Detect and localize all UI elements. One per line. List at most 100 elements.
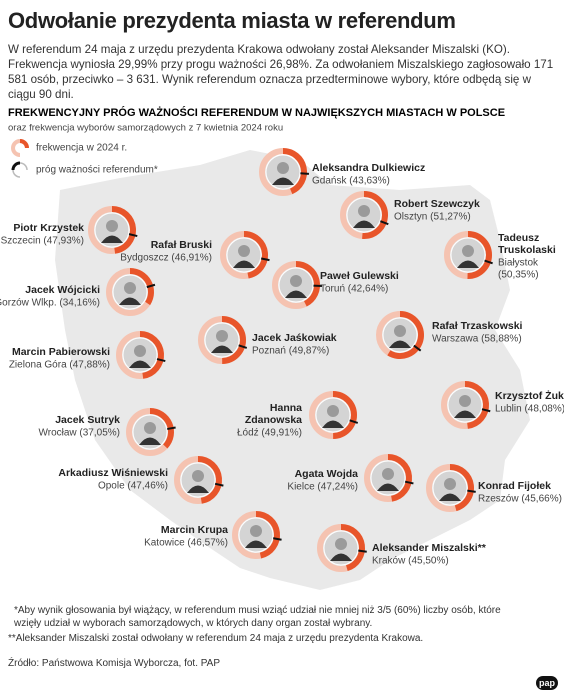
mayor-name: Truskolaski <box>498 244 556 256</box>
mayor-name: Aleksandra Dulkiewicz <box>312 162 425 174</box>
mayor-city: Bydgoszcz (46,91%) <box>120 253 212 264</box>
threshold-mark <box>481 408 491 413</box>
photo-body <box>322 420 344 428</box>
mayor-name: Jacek Wójcicki <box>25 284 100 296</box>
mayor: Jacek Sutryk Wrocław (37,05%) <box>38 408 176 456</box>
mayor-name: Zdanowska <box>245 414 302 426</box>
mayor-city: Gdańsk (43,63%) <box>312 176 390 187</box>
threshold-mark <box>214 482 224 487</box>
threshold-mark <box>466 489 476 493</box>
turnout-arc <box>387 454 412 502</box>
mayor: Marcin Pabierowski Zielona Góra (47,88%) <box>9 331 166 379</box>
mayor-name: Arkadiusz Wiśniewski <box>58 467 168 479</box>
mayor-city: Kraków (45,50%) <box>372 556 449 567</box>
mayor-city: Lublin (48,08%) <box>495 404 564 415</box>
photo-body <box>285 290 307 298</box>
mayor: Agata Wojda Kielce (47,24%) <box>287 454 414 502</box>
mayor-city: Warszawa (58,88%) <box>432 334 522 345</box>
threshold-mark <box>299 172 310 175</box>
photo-body <box>454 410 476 418</box>
footnote: **Aleksander Miszalski został odwołany w… <box>8 633 424 644</box>
turnout-arc <box>221 316 246 364</box>
mayor: Robert Szewczyk Olsztyn (51,27%) <box>340 191 480 239</box>
turnout-arc <box>362 191 388 239</box>
photo-body <box>187 485 209 493</box>
photo-body <box>377 483 399 491</box>
mayor: Aleksandra Dulkiewicz Gdańsk (43,63%) <box>259 148 425 196</box>
mayor: Paweł Gulewski Toruń (42,64%) <box>272 261 399 309</box>
turnout-arc <box>139 331 164 379</box>
photo-head <box>394 325 406 337</box>
mayor-name: Aleksander Miszalski** <box>372 542 487 554</box>
turnout-arc <box>282 148 307 195</box>
threshold-mark <box>272 537 282 541</box>
photo-body <box>119 297 141 305</box>
photo-head <box>358 205 370 217</box>
mayor-city: Rzeszów (45,66%) <box>478 494 562 505</box>
turnout-arc <box>467 231 492 279</box>
threshold-mark <box>156 357 166 363</box>
mayor-city: Zielona Góra (47,88%) <box>9 360 110 371</box>
mayor: Rafał Trzaskowski Warszawa (58,88%) <box>376 311 523 359</box>
photo-head <box>216 330 228 342</box>
photo-head <box>250 525 262 537</box>
photo-body <box>101 235 123 243</box>
turnout-arc <box>197 456 222 504</box>
photo-head <box>290 275 302 287</box>
mayor-city: (50,35%) <box>498 270 539 281</box>
photo-body <box>330 553 352 561</box>
threshold-mark <box>260 257 270 262</box>
mayor: Konrad Fijołek Rzeszów (45,66%) <box>426 464 562 512</box>
mayor-city: Olsztyn (51,27%) <box>394 212 471 223</box>
photo-body <box>439 493 461 501</box>
photo-body <box>139 437 161 445</box>
mayor: Rafał Bruski Bydgoszcz (46,91%) <box>120 231 270 279</box>
map: FREKWENCYJNY PRÓG WAŻNOŚCI REFERENDUM W … <box>0 106 564 590</box>
mayor-name: Rafał Trzaskowski <box>432 320 523 332</box>
photo-head <box>192 470 204 482</box>
turnout-arc <box>332 390 358 439</box>
mayor-city: Kielce (47,24%) <box>287 482 358 493</box>
threshold-mark <box>412 344 422 352</box>
mayor-city: Gorzów Wlkp. (34,16%) <box>0 298 100 309</box>
intro: W referendum 24 maja z urzędu prezydenta… <box>8 43 554 101</box>
turnout-arc <box>449 464 474 512</box>
mayor: Jacek Wójcicki Gorzów Wlkp. (34,16%) <box>0 268 156 316</box>
turnout-arc <box>255 511 280 559</box>
mayor-name: Tadeusz <box>498 232 539 244</box>
mayor-city: Opole (47,46%) <box>98 481 168 492</box>
mayor-name: Agata Wojda <box>295 468 359 480</box>
threshold-mark <box>166 426 176 431</box>
turnout-arc <box>149 408 174 449</box>
photo-head <box>106 220 118 232</box>
mayor-name: Piotr Krzystek <box>13 222 84 234</box>
photo-body <box>353 220 375 228</box>
mayor-name: Jacek Jaśkowiak <box>252 332 337 344</box>
photo-head <box>144 422 156 434</box>
photo-head <box>335 538 347 550</box>
footnotes: *Aby wynik głosowania był wiążący, w ref… <box>8 604 528 647</box>
photo-head <box>459 395 471 407</box>
mayor-name: Marcin Krupa <box>161 524 228 536</box>
photo-body <box>233 260 255 268</box>
map-title: FREKWENCYJNY PRÓG WAŻNOŚCI REFERENDUM W … <box>8 106 505 119</box>
mayor-city: Toruń (42,64%) <box>320 284 388 295</box>
threshold-mark <box>146 283 156 289</box>
photo-body <box>457 260 479 268</box>
photo-body <box>389 340 411 348</box>
threshold-mark <box>128 233 138 238</box>
photo-head <box>134 345 146 357</box>
legend-label: próg ważności referendum* <box>36 165 158 176</box>
mayor: Piotr Krzystek Szczecin (47,93%) <box>1 206 138 254</box>
mayor-city: Wrocław (37,05%) <box>38 428 120 439</box>
footnote: *Aby wynik głosowania był wiążący, w ref… <box>14 605 501 629</box>
turnout-arc <box>340 524 365 572</box>
mayor-city: Białystok <box>498 258 539 269</box>
photo-head <box>238 245 250 257</box>
photo-body <box>129 360 151 368</box>
mayor-city: Łódź (49,91%) <box>237 428 302 439</box>
mayor-name: Robert Szewczyk <box>394 198 480 210</box>
logo: pap <box>536 676 558 690</box>
legend-label: frekwencja w 2024 r. <box>36 143 127 154</box>
